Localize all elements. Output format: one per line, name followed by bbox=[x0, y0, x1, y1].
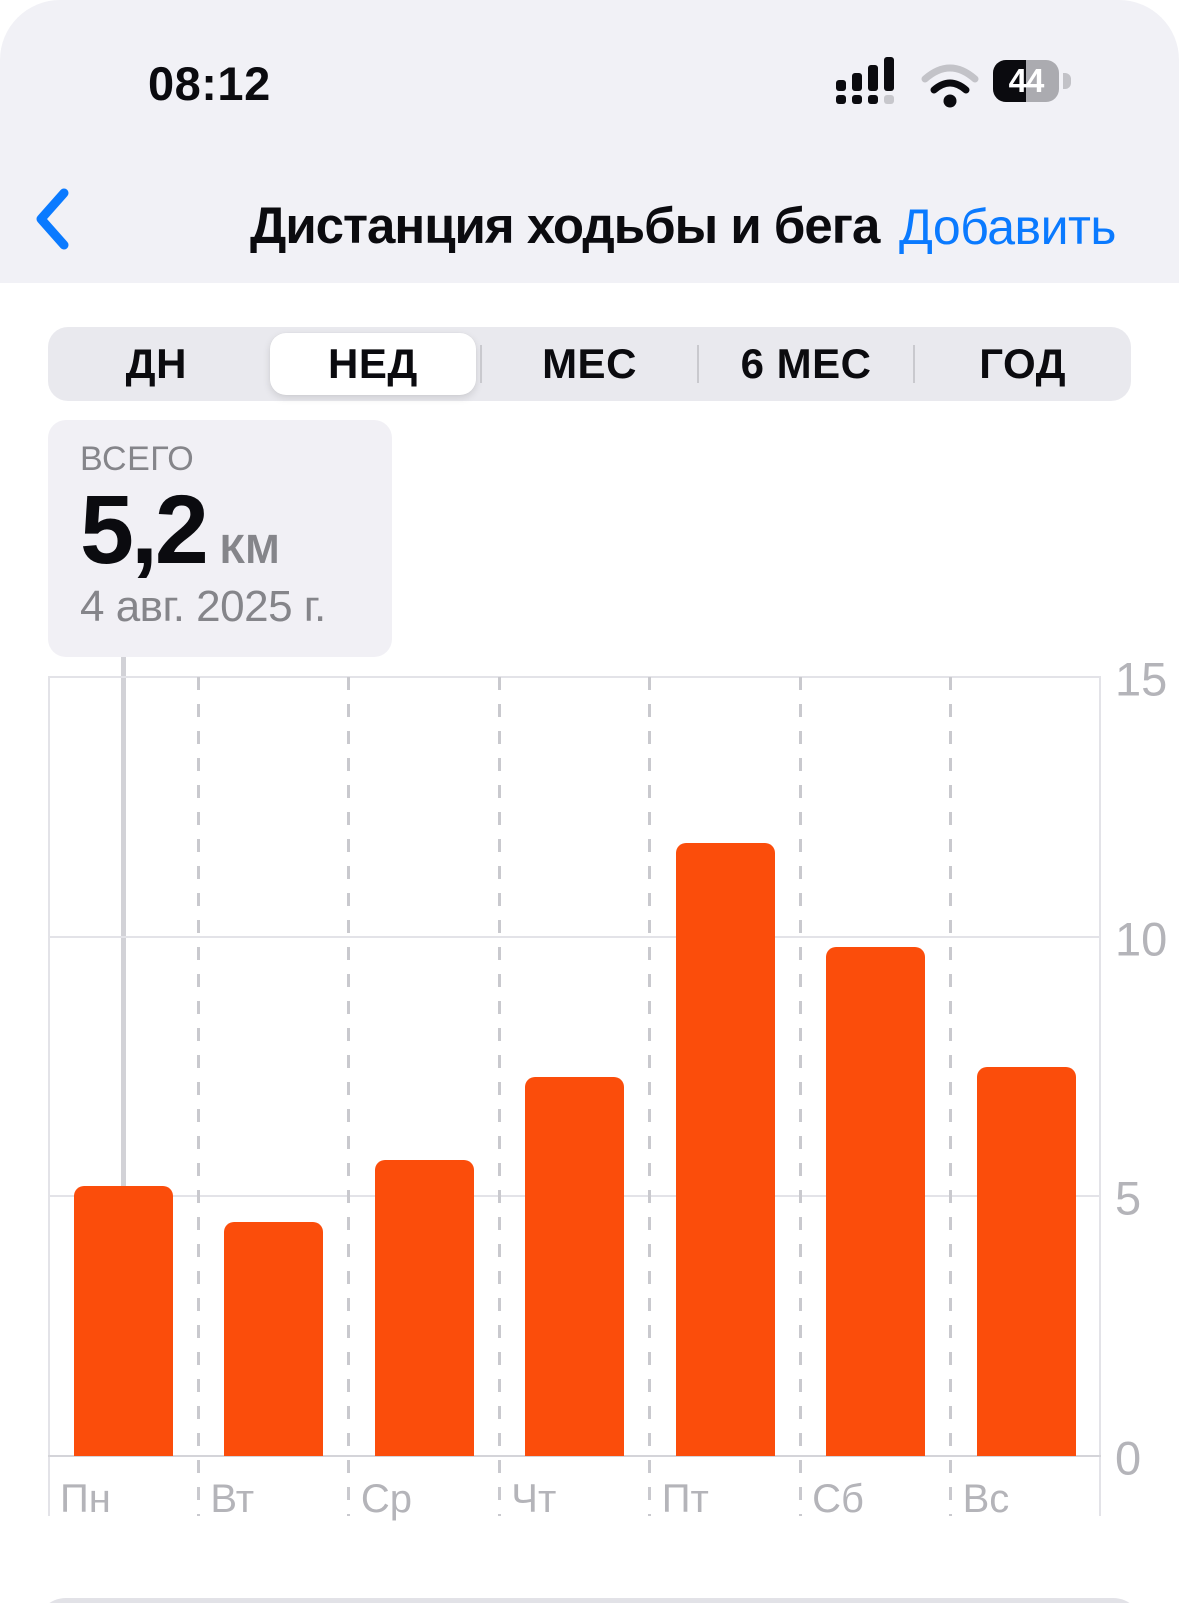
gridline-y-0 bbox=[48, 1455, 1101, 1457]
chart-frame-border bbox=[1099, 677, 1101, 1516]
day-separator-dashed-line bbox=[798, 677, 802, 1516]
status-time: 08:12 bbox=[148, 57, 271, 110]
x-axis-label-Пт: Пт bbox=[661, 1477, 709, 1521]
total-summary-card: ВСЕГО 5,2 КМ 4 авг. 2025 г. bbox=[48, 420, 392, 657]
bar-Пт[interactable] bbox=[675, 843, 775, 1456]
bar-Пн[interactable] bbox=[74, 1185, 173, 1456]
distance-bar-chart[interactable]: 15 10 5 0 Пн Вт Ср Чт Пт Сб Вс bbox=[48, 653, 1167, 1521]
day-separator-dashed-line bbox=[347, 677, 351, 1516]
summary-unit: КМ bbox=[219, 526, 281, 572]
x-axis-label-Вт: Вт bbox=[210, 1477, 255, 1521]
x-axis-label-Вс: Вс bbox=[962, 1477, 1010, 1521]
page-title: Дистанция ходьбы и бега bbox=[250, 197, 880, 254]
header: 08:12 44 bbox=[0, 0, 1179, 283]
add-button[interactable]: Добавить bbox=[899, 199, 1116, 255]
bar-Вт[interactable] bbox=[224, 1222, 324, 1456]
bar-Чт[interactable] bbox=[525, 1076, 625, 1456]
battery-nub bbox=[1063, 73, 1071, 89]
summary-label: ВСЕГО bbox=[80, 440, 195, 478]
bar-Сб[interactable] bbox=[826, 947, 926, 1456]
chart-frame-border bbox=[48, 677, 50, 1516]
x-axis-label-Сб: Сб bbox=[812, 1477, 864, 1521]
segment-option-3[interactable]: МЕС bbox=[542, 340, 637, 387]
bar-Вс[interactable] bbox=[976, 1066, 1076, 1456]
gridline-y-15 bbox=[48, 676, 1101, 678]
segment-option-2[interactable]: НЕД bbox=[328, 340, 418, 387]
chevron-left-icon bbox=[36, 188, 69, 250]
cellular-signal-icon bbox=[836, 57, 894, 104]
segment-option-4[interactable]: 6 МЕС bbox=[740, 340, 872, 387]
segmented-selected-pill bbox=[269, 333, 477, 395]
segment-option-1[interactable]: ДН bbox=[125, 340, 187, 387]
wifi-icon bbox=[920, 64, 980, 113]
battery-percent: 44 bbox=[1008, 62, 1045, 99]
day-separator-dashed-line bbox=[196, 677, 200, 1516]
x-axis-label-Чт: Чт bbox=[511, 1477, 557, 1521]
y-axis-label-15: 15 bbox=[1115, 652, 1168, 706]
segment-separator bbox=[480, 345, 483, 383]
bar-Ср[interactable] bbox=[374, 1159, 474, 1456]
segment-option-5[interactable]: ГОД bbox=[979, 340, 1067, 387]
segment-separator bbox=[913, 345, 916, 383]
selection-annotation-line bbox=[121, 657, 126, 1186]
next-section-card-peek bbox=[36, 1598, 1143, 1603]
y-axis-label-10: 10 bbox=[1115, 912, 1168, 966]
day-separator-dashed-line bbox=[949, 677, 953, 1516]
x-axis-label-Ср: Ср bbox=[360, 1477, 412, 1521]
day-separator-dashed-line bbox=[497, 677, 501, 1516]
segment-separator bbox=[696, 345, 699, 383]
back-button[interactable] bbox=[34, 188, 70, 250]
summary-date: 4 авг. 2025 г. bbox=[80, 582, 326, 631]
gridline-y-10 bbox=[48, 935, 1101, 938]
y-axis-label-5: 5 bbox=[1115, 1171, 1142, 1225]
summary-value: 5,2 bbox=[80, 475, 209, 584]
x-axis-label-Пн: Пн bbox=[60, 1477, 111, 1521]
battery-icon: 44 bbox=[993, 60, 1059, 102]
y-axis-label-0: 0 bbox=[1115, 1431, 1142, 1485]
time-range-segmented-control: ДН НЕД МЕС 6 МЕС ГОД bbox=[48, 327, 1131, 401]
day-separator-dashed-line bbox=[648, 677, 652, 1516]
